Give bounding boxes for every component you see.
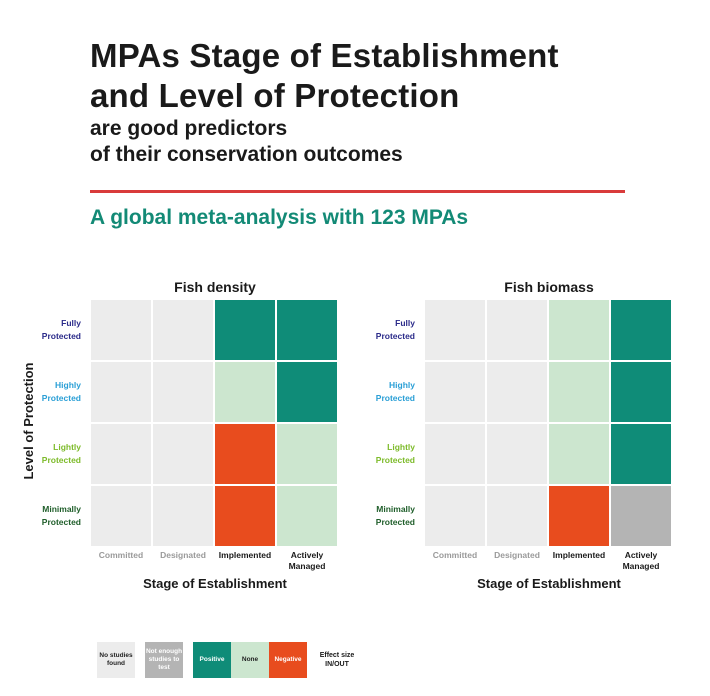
column-label: Implemented	[548, 550, 610, 561]
legend-positive: Positive	[193, 642, 231, 678]
heatmap-cell	[153, 362, 213, 422]
column-label: Actively Managed	[276, 550, 338, 572]
row-label-line-1: Fully	[61, 318, 81, 328]
heatmap-cell	[487, 424, 547, 484]
column-label: Actively Managed	[610, 550, 672, 572]
row-label: Minimally Protected	[345, 503, 415, 529]
heatmap-cell	[277, 424, 337, 484]
heatmap-cell	[215, 300, 275, 360]
legend-note: Effect size IN/OUT	[319, 652, 355, 668]
row-label: Lightly Protected	[11, 441, 81, 467]
row-label: Lightly Protected	[345, 441, 415, 467]
x-axis-label: Stage of Establishment	[143, 576, 287, 591]
row-label: Fully Protected	[345, 317, 415, 343]
row-label: Highly Protected	[345, 379, 415, 405]
column-label-line-1: Designated	[494, 550, 540, 560]
heatmap-cell	[549, 486, 609, 546]
column-label-line-1: Designated	[160, 550, 206, 560]
panel-title: Fish density	[174, 279, 256, 295]
heatmap-cell	[611, 300, 671, 360]
row-label-line-1: Minimally	[376, 504, 415, 514]
panel-title: Fish biomass	[504, 279, 594, 295]
column-label-line-1: Implemented	[218, 550, 272, 560]
heatmap-cell	[91, 486, 151, 546]
heatmap-cell	[425, 486, 485, 546]
legend-not-enough: Not enough studies to test	[145, 642, 183, 678]
row-label: Minimally Protected	[11, 503, 81, 529]
row-label-line-2: Protected	[375, 331, 415, 341]
legend-no-studies: No studies found	[97, 642, 135, 678]
heatmap-cell	[153, 300, 213, 360]
heatmap-cell	[487, 486, 547, 546]
title-divider	[90, 190, 625, 193]
heatmap-cell	[215, 486, 275, 546]
row-label-line-2: Protected	[375, 517, 415, 527]
title-line-3: are good predictors	[90, 117, 288, 140]
heatmap-cell	[611, 362, 671, 422]
y-axis-label: Level of Protection	[21, 362, 36, 480]
row-label-line-1: Highly	[55, 380, 81, 390]
heatmap-cell	[153, 486, 213, 546]
heatmap-cell	[487, 300, 547, 360]
heatmap-cell	[277, 362, 337, 422]
row-label-line-2: Protected	[41, 455, 81, 465]
subtitle: A global meta-analysis with 123 MPAs	[90, 206, 469, 229]
heatmap-cell	[215, 362, 275, 422]
heatmap-cell	[215, 424, 275, 484]
row-label-line-2: Protected	[41, 517, 81, 527]
column-label-line-1: Committed	[98, 550, 144, 560]
column-label: Implemented	[214, 550, 276, 561]
column-label-line-2: Managed	[622, 561, 660, 571]
heatmap-cell	[91, 362, 151, 422]
row-label-line-1: Fully	[395, 318, 415, 328]
row-label: Highly Protected	[11, 379, 81, 405]
column-label-line-1: Actively	[290, 550, 324, 560]
heatmap-cell	[611, 486, 671, 546]
heatmap-cell	[549, 300, 609, 360]
row-label-line-2: Protected	[41, 393, 81, 403]
row-label: Fully Protected	[11, 317, 81, 343]
heatmap-cell	[611, 424, 671, 484]
heatmap-grid	[91, 300, 339, 548]
column-label-line-1: Actively	[624, 550, 658, 560]
heatmap-cell	[91, 424, 151, 484]
legend-negative: Negative	[269, 642, 307, 678]
heatmap-cell	[425, 300, 485, 360]
column-label: Designated	[152, 550, 214, 561]
heatmap-cell	[153, 424, 213, 484]
heatmap-cell	[277, 300, 337, 360]
column-label-line-2: Managed	[288, 561, 326, 571]
heatmap-cell	[277, 486, 337, 546]
row-label-line-1: Highly	[389, 380, 415, 390]
column-label: Committed	[90, 550, 152, 561]
row-label-line-1: Minimally	[42, 504, 81, 514]
row-label-line-2: Protected	[375, 393, 415, 403]
heatmap-grid	[425, 300, 673, 548]
column-label: Designated	[486, 550, 548, 561]
title-line-4: of their conservation outcomes	[90, 143, 403, 166]
heatmap-cell	[91, 300, 151, 360]
title-line-2: and Level of Protection	[90, 77, 460, 114]
column-label: Committed	[424, 550, 486, 561]
heatmap-cell	[425, 362, 485, 422]
heatmap-cell	[487, 362, 547, 422]
legend: No studies found Not enough studies to t…	[97, 642, 357, 678]
row-label-line-1: Lightly	[53, 442, 81, 452]
x-axis-label: Stage of Establishment	[477, 576, 621, 591]
row-label-line-2: Protected	[375, 455, 415, 465]
row-label-line-2: Protected	[41, 331, 81, 341]
heatmap-cell	[549, 424, 609, 484]
row-label-line-1: Lightly	[387, 442, 415, 452]
title-line-1: MPAs Stage of Establishment	[90, 37, 559, 74]
legend-none: None	[231, 642, 269, 678]
column-label-line-1: Implemented	[552, 550, 606, 560]
heatmap-cell	[549, 362, 609, 422]
title-block: MPAs Stage of Establishment and Level of…	[90, 36, 650, 168]
column-label-line-1: Committed	[432, 550, 478, 560]
heatmap-cell	[425, 424, 485, 484]
